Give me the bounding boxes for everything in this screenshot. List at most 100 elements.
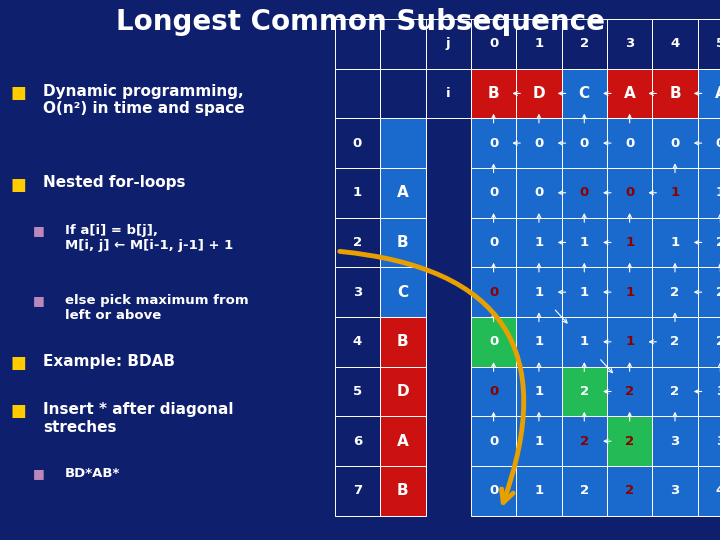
Bar <box>380 466 426 516</box>
Text: 3: 3 <box>353 286 362 299</box>
Bar <box>516 317 562 367</box>
Bar <box>607 168 652 218</box>
Text: 1: 1 <box>534 335 544 348</box>
Bar <box>335 267 380 317</box>
Bar <box>335 118 380 168</box>
Bar <box>652 69 698 118</box>
Text: 0: 0 <box>489 137 498 150</box>
Text: i: i <box>446 87 451 100</box>
Text: A: A <box>397 185 409 200</box>
Text: 1: 1 <box>534 385 544 398</box>
Bar <box>698 416 720 466</box>
Text: 1: 1 <box>353 186 362 199</box>
Bar <box>380 317 426 367</box>
Bar <box>471 367 516 416</box>
Bar <box>698 69 720 118</box>
Text: B: B <box>487 86 500 101</box>
Text: 3: 3 <box>716 385 720 398</box>
Text: 0: 0 <box>489 435 498 448</box>
Bar <box>607 367 652 416</box>
Text: 0: 0 <box>489 385 498 398</box>
Text: 5: 5 <box>716 37 720 50</box>
Bar <box>698 466 720 516</box>
Text: 0: 0 <box>534 137 544 150</box>
Bar <box>652 168 698 218</box>
Text: 4: 4 <box>353 335 362 348</box>
Text: 2: 2 <box>625 484 634 497</box>
Text: 4: 4 <box>716 484 720 497</box>
Bar <box>607 267 652 317</box>
Bar <box>562 367 607 416</box>
Bar <box>607 416 652 466</box>
Text: B: B <box>397 483 409 498</box>
Bar <box>471 168 516 218</box>
Text: 2: 2 <box>580 37 589 50</box>
Text: 6: 6 <box>353 435 362 448</box>
Text: D: D <box>397 384 409 399</box>
Bar <box>380 69 426 118</box>
Text: 0: 0 <box>534 186 544 199</box>
Bar <box>698 168 720 218</box>
Text: 2: 2 <box>670 335 680 348</box>
Bar <box>380 416 426 466</box>
Bar <box>471 218 516 267</box>
Text: 2: 2 <box>670 286 680 299</box>
Text: 2: 2 <box>580 385 589 398</box>
Text: BD*AB*: BD*AB* <box>65 467 120 480</box>
Bar <box>698 218 720 267</box>
Bar <box>652 267 698 317</box>
Bar <box>471 416 516 466</box>
Text: 0: 0 <box>489 335 498 348</box>
Text: B: B <box>397 235 409 250</box>
Bar <box>562 267 607 317</box>
Text: 0: 0 <box>489 236 498 249</box>
Bar <box>335 317 380 367</box>
Bar <box>471 317 516 367</box>
Text: 7: 7 <box>353 484 362 497</box>
Bar <box>335 416 380 466</box>
Bar <box>607 466 652 516</box>
Bar <box>607 118 652 168</box>
Bar <box>471 19 516 69</box>
Text: 0: 0 <box>716 137 720 150</box>
Text: A: A <box>624 86 636 101</box>
Text: ■: ■ <box>11 176 27 193</box>
Bar <box>698 317 720 367</box>
Text: 2: 2 <box>716 286 720 299</box>
Text: 3: 3 <box>716 435 720 448</box>
Text: 1: 1 <box>534 286 544 299</box>
Text: 1: 1 <box>670 186 680 199</box>
Bar <box>380 19 426 69</box>
Text: 0: 0 <box>625 186 634 199</box>
Text: Insert * after diagonal
streches: Insert * after diagonal streches <box>43 402 234 435</box>
Text: ■: ■ <box>11 354 27 372</box>
Bar <box>471 267 516 317</box>
Text: If a[i] = b[j],
M[i, j] ← M[i-1, j-1] + 1: If a[i] = b[j], M[i, j] ← M[i-1, j-1] + … <box>65 224 233 252</box>
Text: 0: 0 <box>580 186 589 199</box>
Text: 0: 0 <box>489 484 498 497</box>
Bar <box>562 317 607 367</box>
Bar <box>516 416 562 466</box>
Text: 3: 3 <box>625 37 634 50</box>
Text: 1: 1 <box>580 236 589 249</box>
Text: 1: 1 <box>580 286 589 299</box>
Bar <box>426 69 471 118</box>
Text: Example: BDAB: Example: BDAB <box>43 354 175 369</box>
Text: ■: ■ <box>11 84 27 102</box>
Text: 1: 1 <box>670 236 680 249</box>
Bar <box>698 267 720 317</box>
Bar <box>562 69 607 118</box>
Text: B: B <box>669 86 681 101</box>
Bar <box>698 118 720 168</box>
Text: 4: 4 <box>670 37 680 50</box>
Text: 0: 0 <box>353 137 362 150</box>
Bar <box>335 367 380 416</box>
Text: 2: 2 <box>580 484 589 497</box>
Bar <box>562 466 607 516</box>
Bar <box>335 218 380 267</box>
Bar <box>516 367 562 416</box>
Bar <box>562 416 607 466</box>
Text: A: A <box>714 86 720 101</box>
Text: ■: ■ <box>32 294 44 307</box>
Bar <box>516 19 562 69</box>
